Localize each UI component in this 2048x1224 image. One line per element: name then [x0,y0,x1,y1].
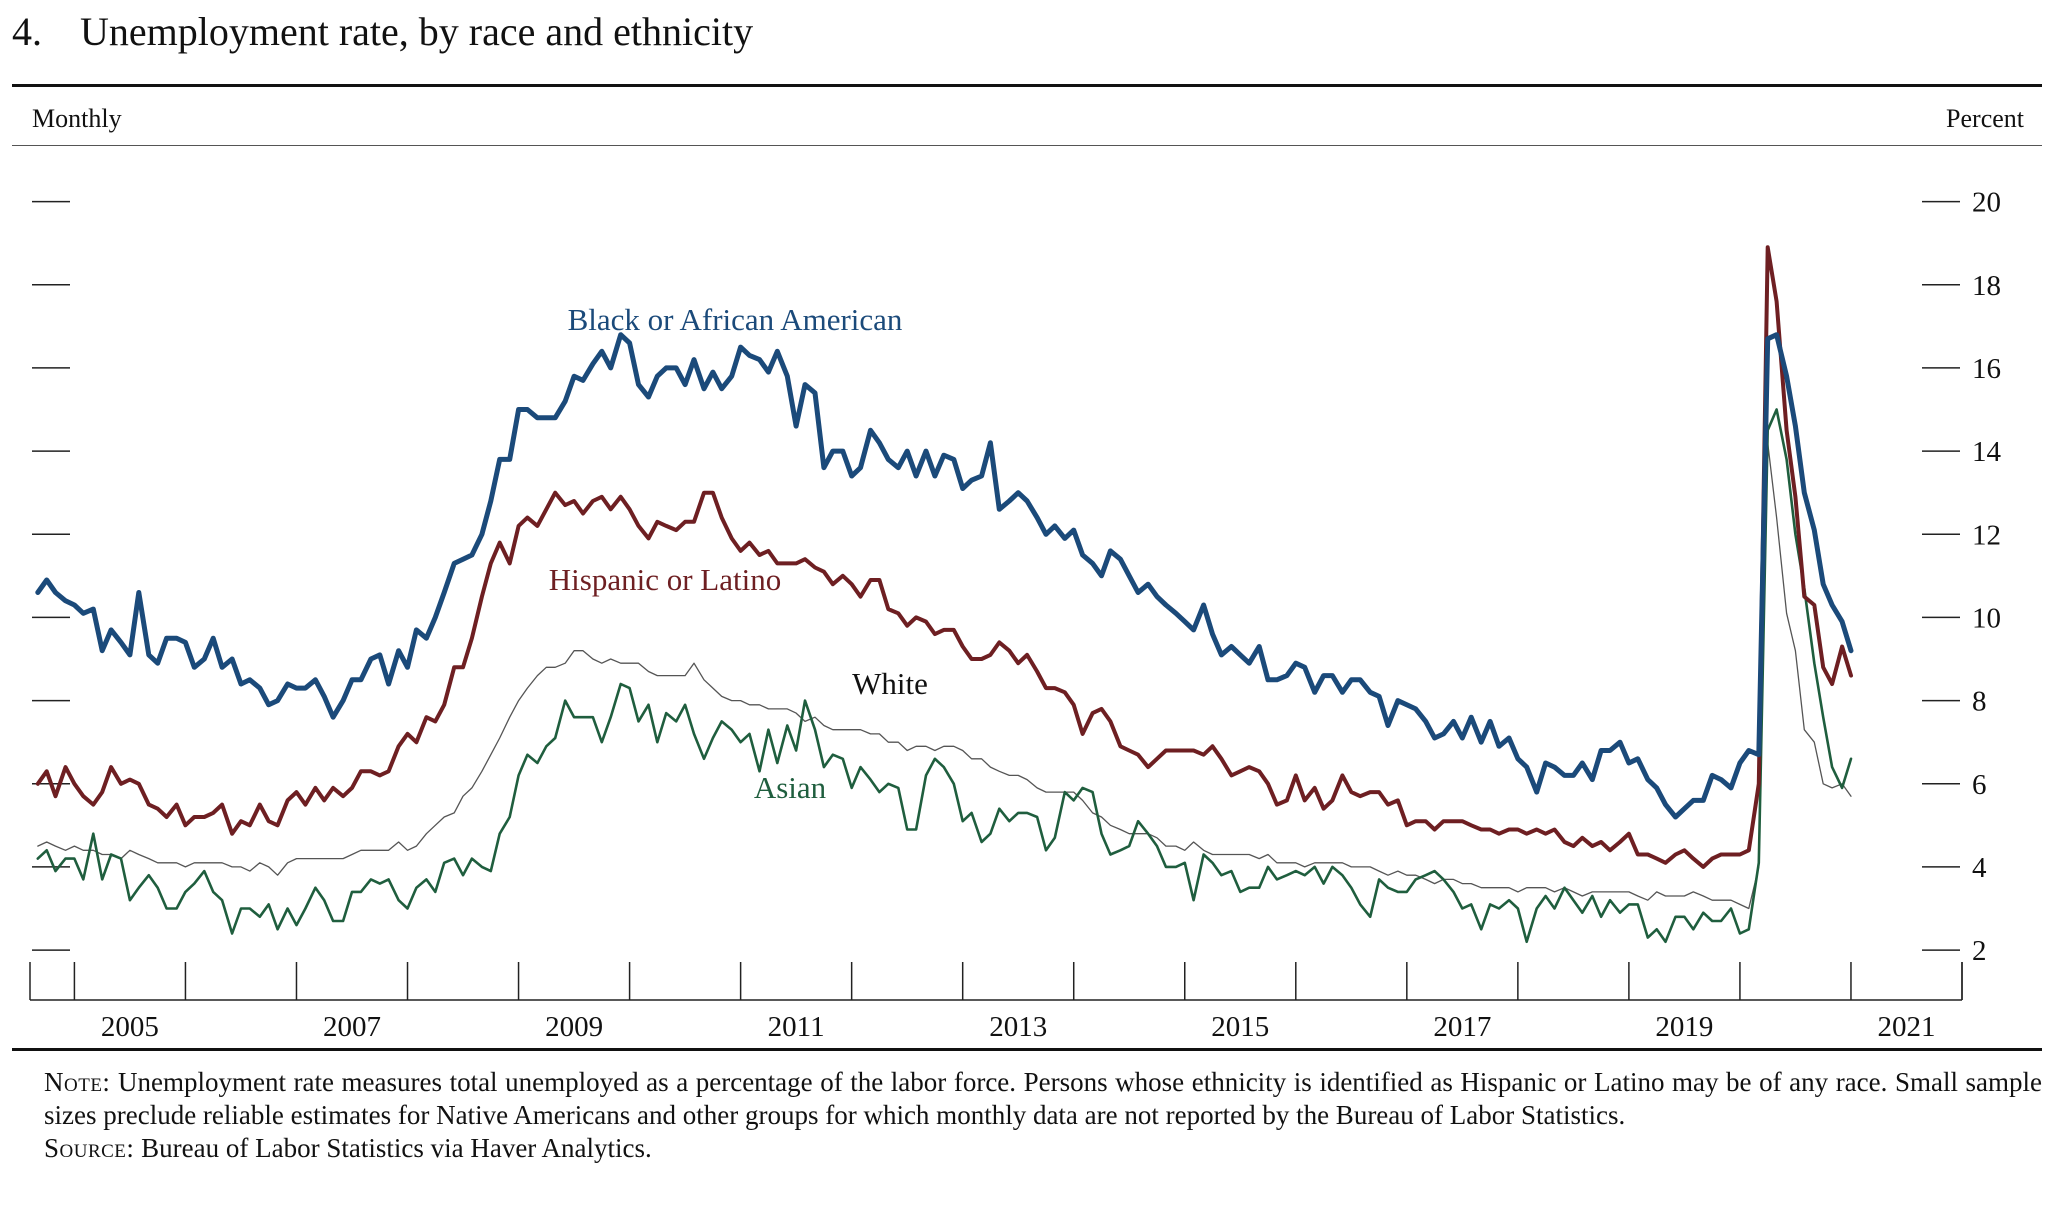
y-tick-label: 2 [1972,935,1987,967]
chart-title: 4. Unemployment rate, by race and ethnici… [12,8,753,55]
chart-notes: Note: Unemployment rate measures total u… [12,1066,2042,1165]
y-tick-label: 10 [1972,602,2001,634]
y-tick-label: 4 [1972,852,1987,884]
x-tick-label: 2005 [101,1011,159,1043]
series-line-black-or-african-american [35,332,1854,820]
y-tick-label: 14 [1972,436,2002,468]
x-tick-label: 2009 [545,1011,603,1043]
source-label: Source: [44,1133,135,1163]
series-label-hispanic-or-latino: Hispanic or Latino [549,562,781,597]
x-tick-label: 2015 [1211,1011,1269,1043]
unit-label: Percent [1946,104,2024,133]
y-tick-label: 12 [1972,519,2001,551]
y-tick-label: 6 [1972,769,1987,801]
x-tick-label: 2011 [768,1011,825,1043]
x-tick-label: 2019 [1655,1011,1713,1043]
x-tick-label: 2013 [989,1011,1047,1043]
note-paragraph: Note: Unemployment rate measures total u… [12,1066,2042,1132]
x-tick-label: 2021 [1877,1011,1935,1043]
y-tick-label: 18 [1972,270,2001,302]
bottom-rule [12,1048,2042,1051]
series-label-black-or-african-american: Black or African American [568,302,903,337]
series-line-white [37,442,1852,910]
source-text: Bureau of Labor Statistics via Haver Ana… [141,1133,652,1163]
x-tick-label: 2007 [323,1011,381,1043]
chart-plot-area: 2005 2007 2009 2011 2013 2015 2017 2019 20212468… [29,187,2002,1043]
y-tick-label: 20 [1972,187,2001,219]
note-text: Unemployment rate measures total unemplo… [44,1067,2042,1130]
source-paragraph: Source: Bureau of Labor Statistics via H… [12,1132,2042,1165]
x-tick-label: 2017 [1433,1011,1491,1043]
series-line-hispanic-or-latino [35,245,1853,869]
figure-title: Unemployment rate, by race and ethnicity [80,9,754,54]
top-rule [12,84,2042,87]
frequency-label: Monthly [32,104,122,133]
series-label-white: White [852,666,928,701]
series-label-asian: Asian [754,770,827,805]
series-line-asian [36,408,1853,944]
y-tick-label: 16 [1972,353,2001,385]
note-label: Note: [44,1067,111,1097]
subheader-rule [12,145,2042,146]
y-tick-label: 8 [1972,686,1987,718]
figure-number: 4. [12,9,42,54]
